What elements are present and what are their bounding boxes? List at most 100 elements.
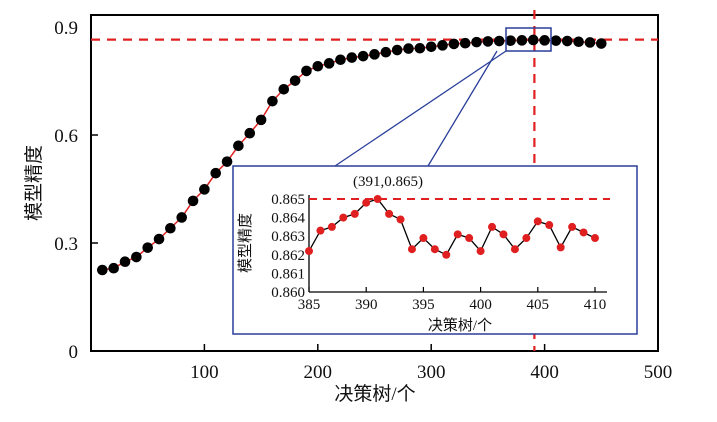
x-tick-label: 100 bbox=[190, 362, 219, 383]
inset-y-axis-label: 模型精度 bbox=[237, 213, 254, 273]
data-point bbox=[323, 58, 335, 69]
inset-data-point bbox=[522, 234, 531, 243]
inset-x-tick-label: 385 bbox=[298, 297, 321, 313]
data-point bbox=[539, 35, 550, 46]
data-point bbox=[301, 65, 312, 77]
data-point bbox=[267, 95, 278, 107]
data-point bbox=[425, 41, 437, 53]
x-axis-label: 决策树/个 bbox=[334, 383, 415, 405]
data-point bbox=[153, 233, 165, 245]
inset-y-tick-label: 0.863 bbox=[271, 229, 305, 245]
inset-x-tick-label: 410 bbox=[584, 297, 607, 313]
inset-data-point bbox=[362, 198, 371, 207]
inset-data-point bbox=[419, 234, 428, 243]
inset-data-point bbox=[430, 245, 439, 254]
data-point bbox=[199, 184, 210, 195]
data-point bbox=[289, 75, 301, 86]
data-point bbox=[437, 40, 448, 51]
inset-data-point bbox=[476, 247, 485, 256]
inset-y-tick-label: 0.865 bbox=[271, 192, 305, 208]
inset-x-tick-label: 395 bbox=[412, 297, 435, 313]
inset-data-point bbox=[453, 230, 462, 239]
data-point bbox=[165, 222, 176, 234]
data-point bbox=[278, 83, 290, 95]
inset-data-point bbox=[591, 234, 599, 243]
data-point bbox=[459, 37, 471, 49]
data-point bbox=[312, 60, 324, 72]
data-point bbox=[403, 43, 414, 54]
data-point bbox=[255, 114, 267, 126]
inset-data-point bbox=[488, 222, 497, 231]
data-point bbox=[142, 242, 153, 253]
inset-data-point bbox=[316, 226, 325, 235]
inset-y-tick-label: 0.864 bbox=[271, 211, 305, 227]
inset-data-point bbox=[499, 230, 508, 239]
inset-annotation: (391,0.865) bbox=[353, 174, 423, 190]
data-point bbox=[131, 251, 142, 263]
inset-x-tick-label: 390 bbox=[355, 297, 378, 313]
y-tick-label: 0.3 bbox=[54, 234, 78, 255]
data-point bbox=[596, 38, 607, 49]
inset-data-point bbox=[533, 217, 542, 226]
data-point bbox=[97, 264, 108, 276]
data-point bbox=[369, 49, 380, 60]
y-tick-label: 0.9 bbox=[54, 18, 78, 39]
y-tick-label: 0.6 bbox=[54, 126, 78, 147]
y-axis-label: 模型精度 bbox=[23, 145, 45, 221]
data-point bbox=[516, 35, 528, 46]
inset-data-point bbox=[396, 215, 405, 224]
y-tick-label: 0 bbox=[69, 342, 79, 363]
data-point bbox=[119, 256, 131, 268]
inset-y-tick-label: 0.862 bbox=[271, 248, 305, 264]
inset-x-tick-label: 400 bbox=[469, 297, 492, 313]
data-point bbox=[527, 34, 539, 46]
data-point bbox=[233, 140, 244, 152]
inset-y-tick-label: 0.861 bbox=[271, 266, 305, 282]
data-point bbox=[357, 50, 369, 62]
data-point bbox=[210, 167, 222, 179]
x-tick-label: 500 bbox=[644, 362, 673, 383]
inset-chart: 385 390 395 400 405 410 0.860 0.861 0.862 0.863 0.… bbox=[232, 165, 638, 335]
data-point bbox=[584, 37, 596, 48]
data-point bbox=[244, 127, 256, 139]
data-point bbox=[448, 38, 460, 50]
zoom-connector-line bbox=[334, 50, 507, 167]
inset-x-axis-label: 决策树/个 bbox=[428, 317, 492, 334]
inset-data-point bbox=[327, 222, 336, 231]
data-point bbox=[550, 35, 562, 46]
inset-data-point bbox=[465, 234, 474, 243]
data-point bbox=[108, 262, 119, 274]
data-point bbox=[493, 35, 505, 47]
x-tick-label: 200 bbox=[304, 362, 333, 383]
data-point bbox=[505, 35, 516, 46]
zoom-region-box bbox=[505, 27, 552, 52]
inset-data-point bbox=[556, 243, 565, 252]
zoom-connector-line bbox=[427, 50, 498, 167]
data-point bbox=[414, 42, 426, 54]
data-point bbox=[335, 54, 346, 66]
data-point bbox=[187, 195, 199, 207]
inset-data-point bbox=[305, 247, 313, 256]
inset-data-point bbox=[373, 195, 382, 203]
data-point bbox=[221, 156, 233, 167]
inset-data-point bbox=[407, 245, 416, 254]
main-plot-frame bbox=[90, 14, 659, 352]
x-tick-label: 300 bbox=[417, 362, 446, 383]
data-point bbox=[471, 36, 482, 48]
inset-data-point bbox=[545, 221, 554, 230]
inset-data-point bbox=[568, 222, 577, 231]
x-tick-label: 400 bbox=[530, 362, 559, 383]
data-point bbox=[346, 52, 358, 63]
inset-x-tick-label: 405 bbox=[527, 297, 550, 313]
data-point bbox=[380, 46, 392, 58]
inset-data-point bbox=[442, 250, 451, 259]
inset-y-tick-label: 0.860 bbox=[271, 285, 305, 301]
inset-data-point bbox=[385, 209, 394, 218]
data-point bbox=[391, 44, 403, 56]
inset-data-point bbox=[510, 245, 519, 254]
data-point bbox=[482, 36, 494, 47]
inset-data-point bbox=[579, 228, 588, 237]
inset-data-point bbox=[339, 213, 348, 222]
data-point bbox=[176, 212, 188, 223]
